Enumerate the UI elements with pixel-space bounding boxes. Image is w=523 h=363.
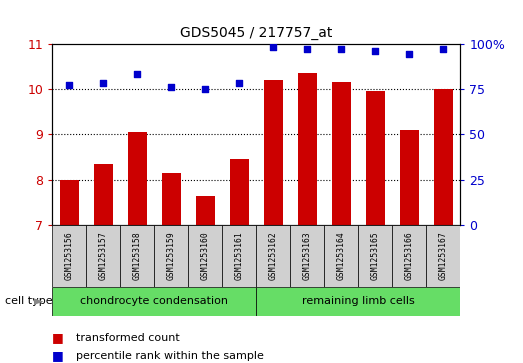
FancyBboxPatch shape xyxy=(324,225,358,287)
Point xyxy=(405,52,413,57)
Bar xyxy=(94,164,112,225)
FancyBboxPatch shape xyxy=(222,225,256,287)
Bar xyxy=(196,196,214,225)
Text: GSM1253166: GSM1253166 xyxy=(405,232,414,280)
Point xyxy=(167,84,175,90)
FancyBboxPatch shape xyxy=(154,225,188,287)
Text: GSM1253167: GSM1253167 xyxy=(439,232,448,280)
Text: GSM1253157: GSM1253157 xyxy=(99,232,108,280)
Bar xyxy=(128,132,146,225)
Bar xyxy=(332,82,350,225)
Point xyxy=(337,46,345,52)
Point xyxy=(371,48,379,54)
Text: chondrocyte condensation: chondrocyte condensation xyxy=(81,296,228,306)
Point xyxy=(99,81,108,86)
Text: percentile rank within the sample: percentile rank within the sample xyxy=(76,351,264,361)
Bar xyxy=(60,180,78,225)
Title: GDS5045 / 217757_at: GDS5045 / 217757_at xyxy=(180,26,333,40)
Bar xyxy=(400,130,418,225)
Text: GSM1253164: GSM1253164 xyxy=(337,232,346,280)
Bar xyxy=(230,159,248,225)
FancyBboxPatch shape xyxy=(290,225,324,287)
Point xyxy=(439,46,447,52)
Bar xyxy=(162,173,180,225)
Point xyxy=(235,81,243,86)
FancyBboxPatch shape xyxy=(188,225,222,287)
Text: ■: ■ xyxy=(52,331,64,344)
FancyBboxPatch shape xyxy=(358,225,392,287)
Text: GSM1253162: GSM1253162 xyxy=(269,232,278,280)
Text: cell type: cell type xyxy=(5,296,53,306)
Text: remaining limb cells: remaining limb cells xyxy=(302,296,415,306)
FancyBboxPatch shape xyxy=(52,287,256,316)
FancyBboxPatch shape xyxy=(426,225,460,287)
FancyBboxPatch shape xyxy=(256,225,290,287)
FancyBboxPatch shape xyxy=(256,287,460,316)
Text: GSM1253165: GSM1253165 xyxy=(371,232,380,280)
Text: GSM1253163: GSM1253163 xyxy=(303,232,312,280)
FancyBboxPatch shape xyxy=(120,225,154,287)
Bar xyxy=(264,80,282,225)
Point xyxy=(303,46,311,52)
FancyBboxPatch shape xyxy=(392,225,426,287)
Bar xyxy=(434,89,452,225)
Text: transformed count: transformed count xyxy=(76,333,179,343)
Bar xyxy=(298,73,316,225)
Text: GSM1253160: GSM1253160 xyxy=(201,232,210,280)
Point xyxy=(201,86,209,92)
Text: GSM1253161: GSM1253161 xyxy=(235,232,244,280)
Text: ►: ► xyxy=(35,295,44,308)
Text: GSM1253156: GSM1253156 xyxy=(65,232,74,280)
Point xyxy=(269,44,277,50)
Bar xyxy=(366,91,384,225)
Text: GSM1253159: GSM1253159 xyxy=(167,232,176,280)
FancyBboxPatch shape xyxy=(52,225,86,287)
Point xyxy=(133,72,141,77)
FancyBboxPatch shape xyxy=(86,225,120,287)
Text: ■: ■ xyxy=(52,349,64,362)
Text: GSM1253158: GSM1253158 xyxy=(133,232,142,280)
Point xyxy=(65,82,73,88)
